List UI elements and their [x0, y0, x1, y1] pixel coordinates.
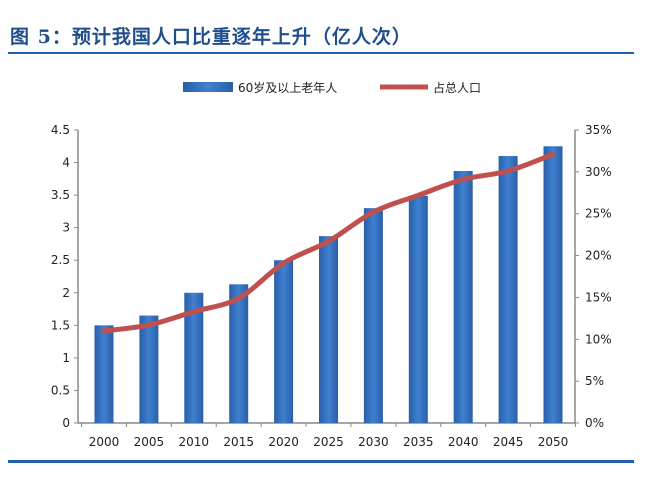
x-tick-label: 2045 — [493, 435, 524, 449]
x-tick-label: 2040 — [448, 435, 479, 449]
left-tick-label: 0.5 — [51, 383, 70, 397]
right-tick-label: 10% — [585, 332, 612, 346]
x-tick-label: 2005 — [134, 435, 165, 449]
bar-2025 — [319, 236, 338, 423]
right-tick-label: 15% — [585, 290, 612, 304]
bar-2000 — [94, 325, 114, 423]
bar-2010 — [184, 292, 204, 423]
chart-title: 图 5：预计我国人口比重逐年上升（亿人次） — [10, 26, 412, 48]
bar-2040 — [453, 171, 473, 423]
left-tick-label: 2.5 — [51, 253, 70, 267]
legend-label-line: 占总人口 — [433, 80, 481, 95]
right-tick-label: 35% — [585, 123, 612, 137]
x-tick-label: 2025 — [313, 435, 344, 449]
x-tick-label: 2010 — [179, 435, 210, 449]
left-tick-label: 3 — [62, 221, 70, 235]
left-tick-label: 2 — [62, 286, 70, 300]
x-tick-label: 2030 — [358, 435, 389, 449]
x-tick-label: 2015 — [223, 435, 254, 449]
bar-2050 — [543, 146, 563, 423]
left-tick-label: 1.5 — [51, 318, 70, 332]
x-tick-label: 2000 — [89, 435, 120, 449]
x-tick-label: 2035 — [403, 435, 434, 449]
x-tick-label: 2020 — [268, 435, 299, 449]
left-tick-label: 3.5 — [51, 188, 70, 202]
bottom-divider — [8, 460, 634, 463]
left-tick-label: 4.5 — [51, 123, 70, 137]
left-tick-label: 0 — [62, 416, 70, 430]
legend-label-bars: 60岁及以上老年人 — [238, 80, 337, 95]
bar-2030 — [363, 208, 383, 423]
title-divider — [8, 52, 634, 54]
right-tick-label: 20% — [585, 249, 612, 263]
right-tick-label: 0% — [585, 416, 604, 430]
bar-2005 — [139, 315, 159, 423]
bar-2020 — [274, 260, 294, 423]
right-tick-label: 5% — [585, 374, 604, 388]
right-tick-label: 30% — [585, 165, 612, 179]
bar-2035 — [408, 195, 428, 423]
x-tick-label: 2050 — [538, 435, 569, 449]
left-tick-label: 4 — [62, 156, 70, 170]
left-tick-label: 1 — [62, 351, 70, 365]
bar-2045 — [498, 156, 518, 424]
bar-2015 — [229, 284, 249, 423]
legend-bar-swatch — [183, 82, 233, 92]
right-tick-label: 25% — [585, 207, 612, 221]
